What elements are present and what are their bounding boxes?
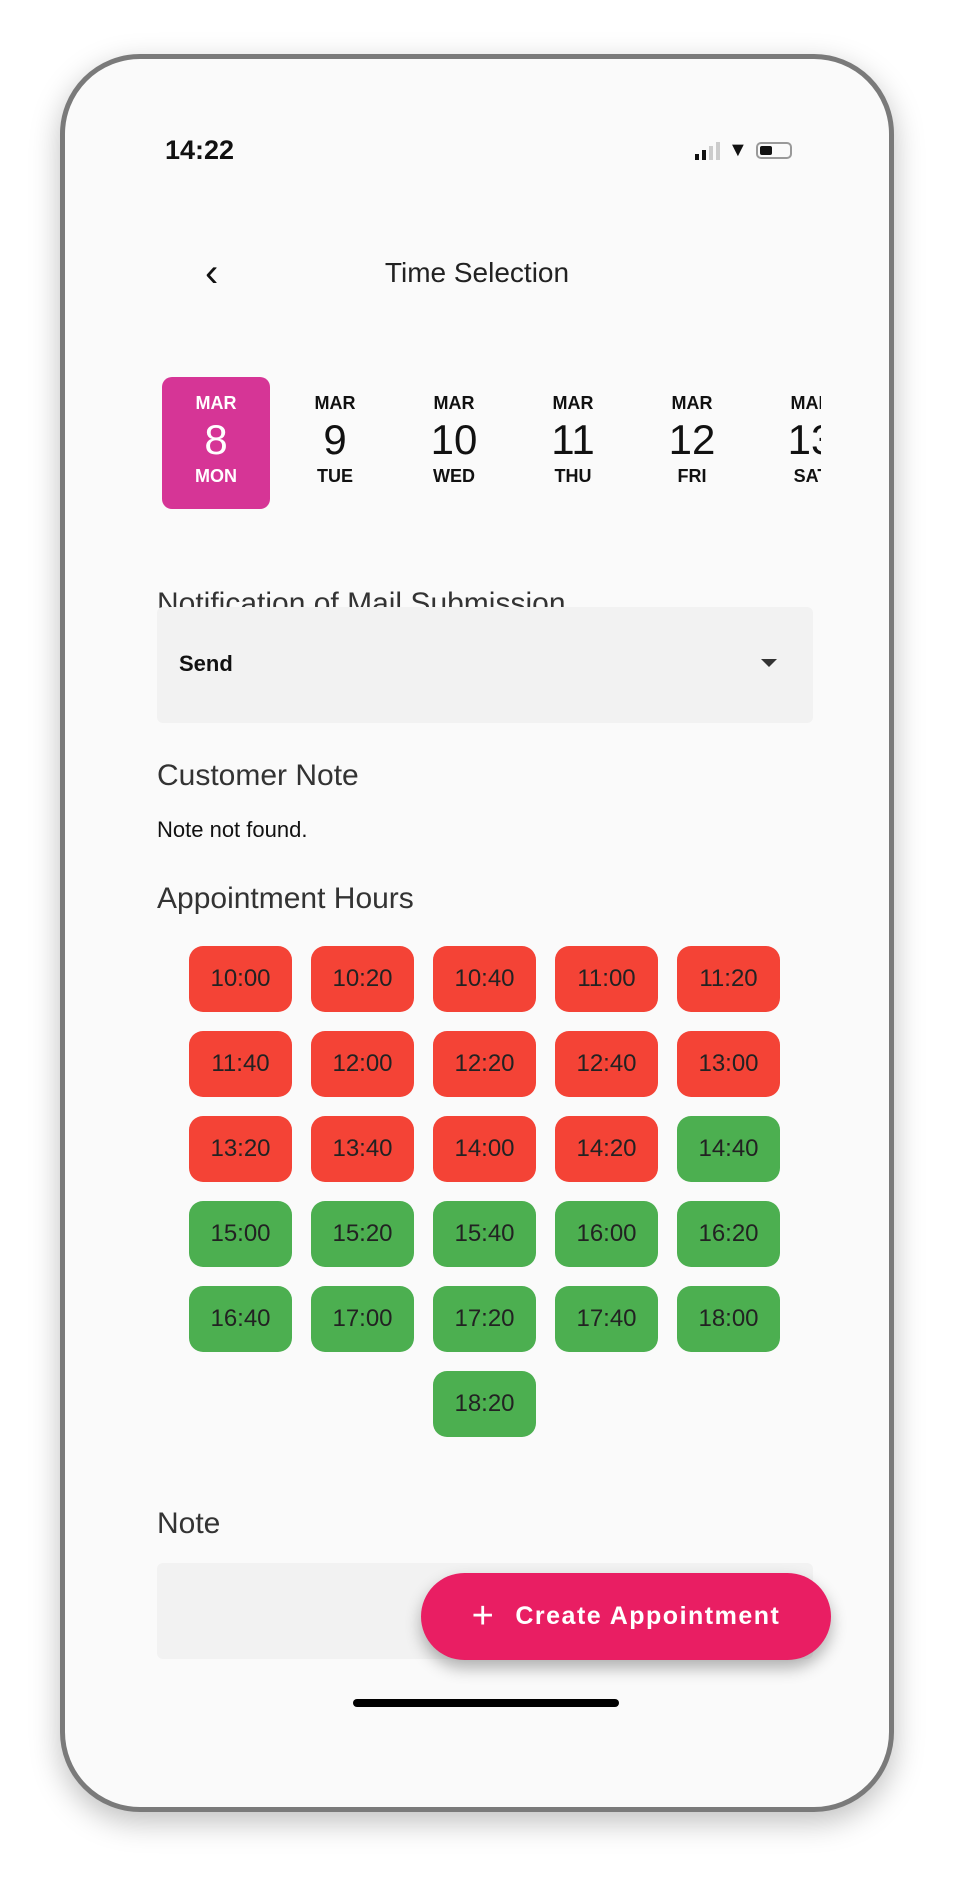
date-month: MAR (790, 393, 822, 413)
time-slot-available[interactable]: 18:20 (433, 1371, 536, 1437)
time-slot-booked[interactable]: 10:40 (433, 946, 536, 1012)
phone-frame: 14:22 ▼ ‹ Time Selection MAR 8 MON MAR 9 TUE M… (60, 54, 894, 1812)
page-title: Time Selection (384, 257, 570, 288)
signal-icon (695, 141, 720, 160)
time-slot-booked[interactable]: 10:20 (311, 946, 414, 1012)
date-chip-8[interactable]: MAR 8 MON (162, 377, 270, 509)
time-slot-booked[interactable]: 12:00 (311, 1031, 414, 1097)
battery-icon (755, 142, 792, 159)
date-day: 8 (204, 416, 228, 463)
time-slot-booked[interactable]: 11:00 (555, 946, 658, 1012)
time-slot-available[interactable]: 16:20 (677, 1201, 780, 1267)
date-weekday: SAT (793, 466, 821, 486)
date-chip-11[interactable]: MAR 11 THU (519, 377, 627, 509)
time-slot-booked[interactable]: 12:20 (433, 1031, 536, 1097)
note-label: Note (157, 1507, 221, 1540)
time-slot-booked[interactable]: 14:00 (433, 1116, 536, 1182)
status-icons: ▼ (695, 139, 792, 162)
customer-note-value: Note not found. (157, 817, 308, 842)
time-slot-available[interactable]: 17:20 (433, 1286, 536, 1352)
time-slot-available[interactable]: 16:40 (189, 1286, 292, 1352)
date-month: MAR (552, 393, 594, 413)
create-appointment-button[interactable]: + Create Appointment (421, 1573, 831, 1660)
wifi-icon: ▼ (728, 139, 748, 161)
time-slot-booked[interactable]: 13:00 (677, 1031, 780, 1097)
date-chip-10[interactable]: MAR 10 WED (400, 377, 508, 509)
date-day: 9 (323, 416, 347, 463)
time-slot-booked[interactable]: 10:00 (189, 946, 292, 1012)
time-slot-available[interactable]: 15:20 (311, 1201, 414, 1267)
date-chip-9[interactable]: MAR 9 TUE (281, 377, 389, 509)
date-weekday: MON (195, 466, 237, 486)
date-chip-13[interactable]: MAR 13 SAT (757, 377, 821, 509)
time-slot-available[interactable]: 14:40 (677, 1116, 780, 1182)
date-weekday: THU (554, 466, 592, 486)
time-slot-booked[interactable]: 13:40 (311, 1116, 414, 1182)
customer-note-label: Customer Note (157, 759, 359, 792)
time-slot-available[interactable]: 18:00 (677, 1286, 780, 1352)
time-slot-grid: 10:00 10:20 10:40 11:00 11:20 11:40 12:00 12:20… (189, 946, 780, 1437)
date-day: 10 (430, 416, 478, 463)
dropdown-value: Send (179, 651, 233, 676)
time-slot-available[interactable]: 15:40 (433, 1201, 536, 1267)
time-slot-available[interactable]: 15:00 (189, 1201, 292, 1267)
date-month: MAR (671, 393, 713, 413)
mail-notification-dropdown[interactable]: Send (157, 607, 813, 723)
time-slot-available[interactable]: 17:00 (311, 1286, 414, 1352)
plus-icon: + (471, 1595, 496, 1637)
home-indicator (353, 1699, 619, 1707)
time-slot-booked[interactable]: 14:20 (555, 1116, 658, 1182)
status-time: 14:22 (165, 135, 235, 165)
date-day: 11 (551, 416, 595, 463)
create-appointment-label: Create Appointment (515, 1602, 781, 1630)
date-month: MAR (195, 393, 237, 413)
date-chip-12[interactable]: MAR 12 FRI (638, 377, 746, 509)
date-weekday: WED (433, 466, 475, 486)
back-button[interactable]: ‹ (205, 251, 219, 295)
date-day: 12 (668, 416, 716, 463)
time-slot-available[interactable]: 16:00 (555, 1201, 658, 1267)
date-month: MAR (314, 393, 356, 413)
chevron-down-icon (761, 659, 777, 667)
date-selector[interactable]: MAR 8 MON MAR 9 TUE MAR 10 WED MAR 11 THU MAR 12 FRI MA… (162, 377, 821, 509)
time-slot-available[interactable]: 17:40 (555, 1286, 658, 1352)
time-slot-booked[interactable]: 11:20 (677, 946, 780, 1012)
time-slot-booked[interactable]: 12:40 (555, 1031, 658, 1097)
appointment-hours-label: Appointment Hours (157, 882, 414, 915)
time-slot-booked[interactable]: 13:20 (189, 1116, 292, 1182)
date-day: 13 (787, 416, 821, 463)
date-month: MAR (433, 393, 475, 413)
date-weekday: FRI (677, 466, 707, 486)
time-slot-booked[interactable]: 11:40 (189, 1031, 292, 1097)
date-weekday: TUE (317, 466, 353, 486)
